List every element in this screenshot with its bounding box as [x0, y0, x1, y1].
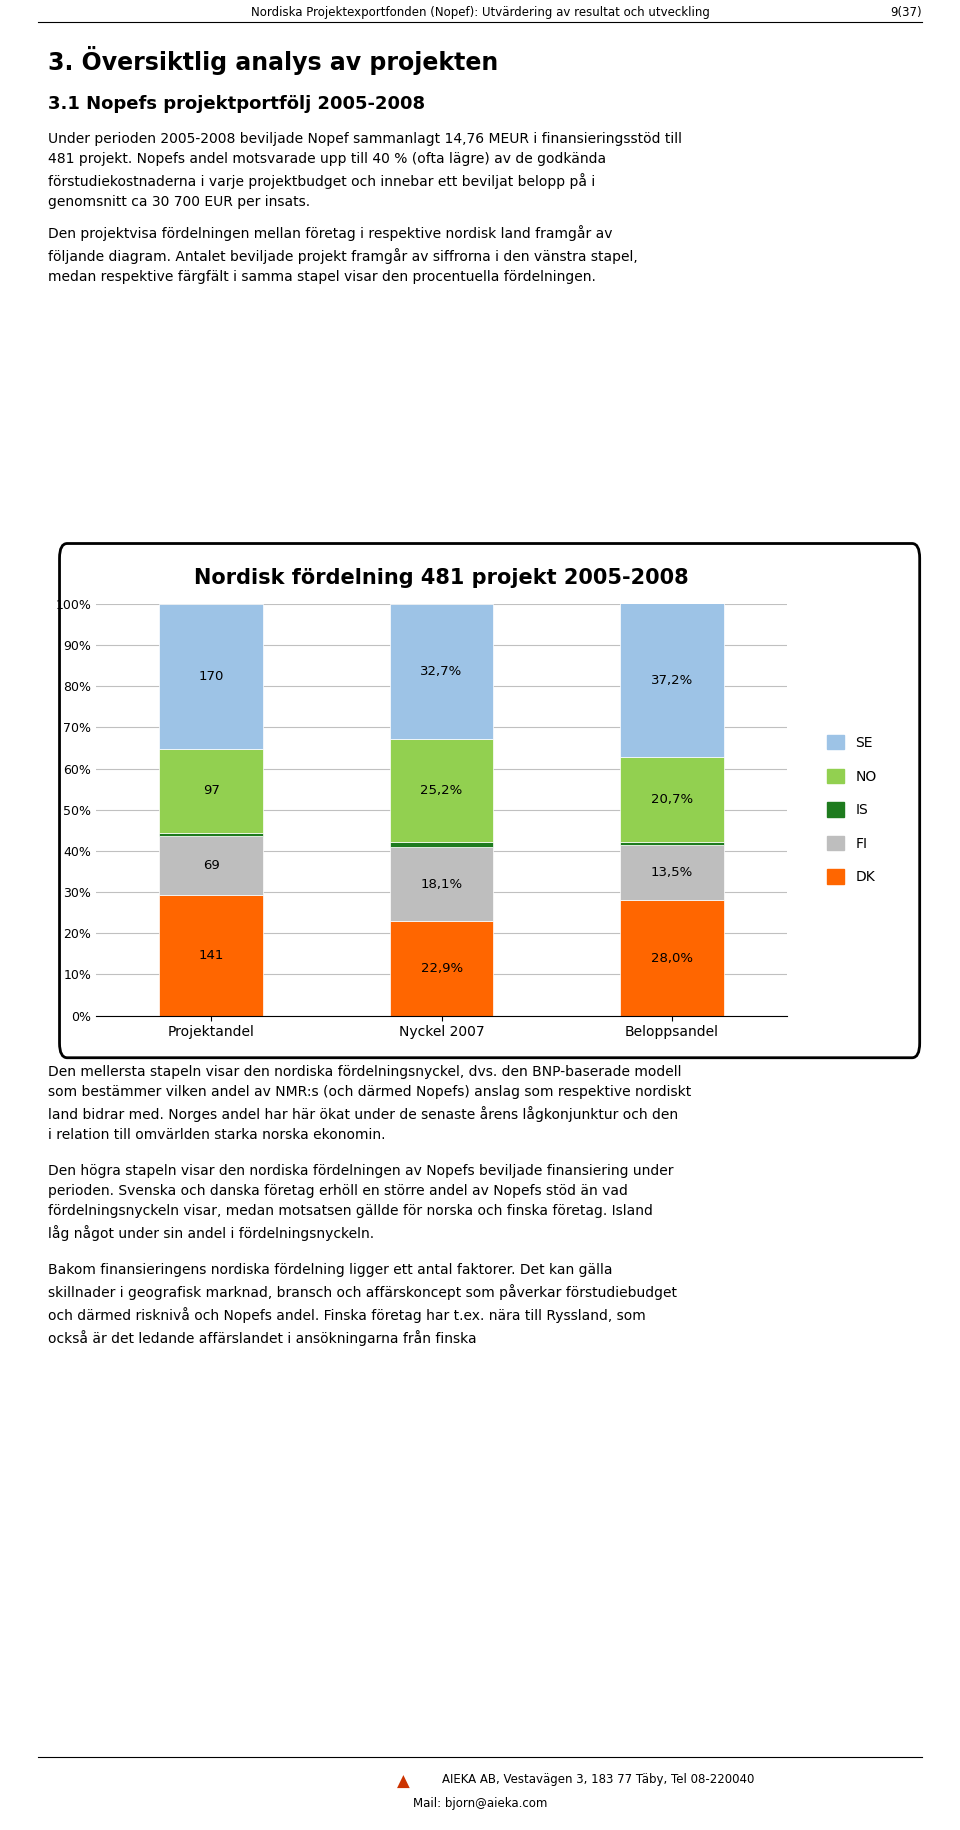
Bar: [390, 842, 493, 847]
Text: Den högra stapeln visar den nordiska fördelningen av Nopefs beviljade finansieri: Den högra stapeln visar den nordiska för…: [48, 1164, 674, 1241]
Bar: [620, 842, 724, 845]
Bar: [159, 604, 263, 750]
Text: 25,2%: 25,2%: [420, 783, 463, 796]
Text: Den mellersta stapeln visar den nordiska fördelningsnyckel, dvs. den BNP-baserad: Den mellersta stapeln visar den nordiska…: [48, 1065, 691, 1142]
Text: Den projektvisa fördelningen mellan företag i respektive nordisk land framgår av: Den projektvisa fördelningen mellan före…: [48, 225, 637, 284]
Bar: [390, 739, 493, 842]
Bar: [390, 920, 493, 1016]
Text: 141: 141: [199, 948, 224, 963]
Bar: [390, 847, 493, 920]
Text: 20,7%: 20,7%: [651, 792, 693, 805]
Bar: [159, 833, 263, 836]
Text: 32,7%: 32,7%: [420, 664, 463, 677]
Text: 3. Översiktlig analys av projekten: 3. Översiktlig analys av projekten: [48, 46, 498, 75]
Bar: [620, 604, 724, 756]
Text: 18,1%: 18,1%: [420, 878, 463, 891]
Text: 69: 69: [203, 858, 220, 871]
Bar: [620, 845, 724, 900]
Bar: [620, 900, 724, 1016]
Text: AIEKA AB, Vestavägen 3, 183 77 Täby, Tel 08-220040: AIEKA AB, Vestavägen 3, 183 77 Täby, Tel…: [442, 1773, 754, 1786]
Text: 170: 170: [199, 670, 224, 683]
Bar: [159, 895, 263, 1016]
Text: 13,5%: 13,5%: [651, 866, 693, 878]
Text: 28,0%: 28,0%: [651, 952, 693, 964]
Bar: [620, 756, 724, 842]
Text: ▲: ▲: [396, 1773, 410, 1792]
Text: 9(37): 9(37): [890, 5, 922, 20]
Text: 22,9%: 22,9%: [420, 963, 463, 975]
Text: 3.1 Nopefs projektportfölj 2005-2008: 3.1 Nopefs projektportfölj 2005-2008: [48, 95, 425, 113]
Text: Bakom finansieringens nordiska fördelning ligger ett antal faktorer. Det kan gäl: Bakom finansieringens nordiska fördelnin…: [48, 1263, 677, 1345]
Text: Nordiska Projektexportfonden (Nopef): Utvärdering av resultat och utveckling: Nordiska Projektexportfonden (Nopef): Ut…: [251, 5, 709, 20]
Text: Under perioden 2005-2008 beviljade Nopef sammanlagt 14,76 MEUR i finansieringsst: Under perioden 2005-2008 beviljade Nopef…: [48, 132, 682, 209]
Title: Nordisk fördelning 481 projekt 2005-2008: Nordisk fördelning 481 projekt 2005-2008: [194, 569, 689, 589]
Text: 97: 97: [203, 785, 220, 798]
Bar: [390, 604, 493, 739]
Bar: [159, 836, 263, 895]
Text: 37,2%: 37,2%: [651, 673, 693, 686]
Text: Mail: bjorn@aieka.com: Mail: bjorn@aieka.com: [413, 1797, 547, 1810]
Legend: SE, NO, IS, FI, DK: SE, NO, IS, FI, DK: [822, 730, 882, 889]
Bar: [159, 750, 263, 833]
